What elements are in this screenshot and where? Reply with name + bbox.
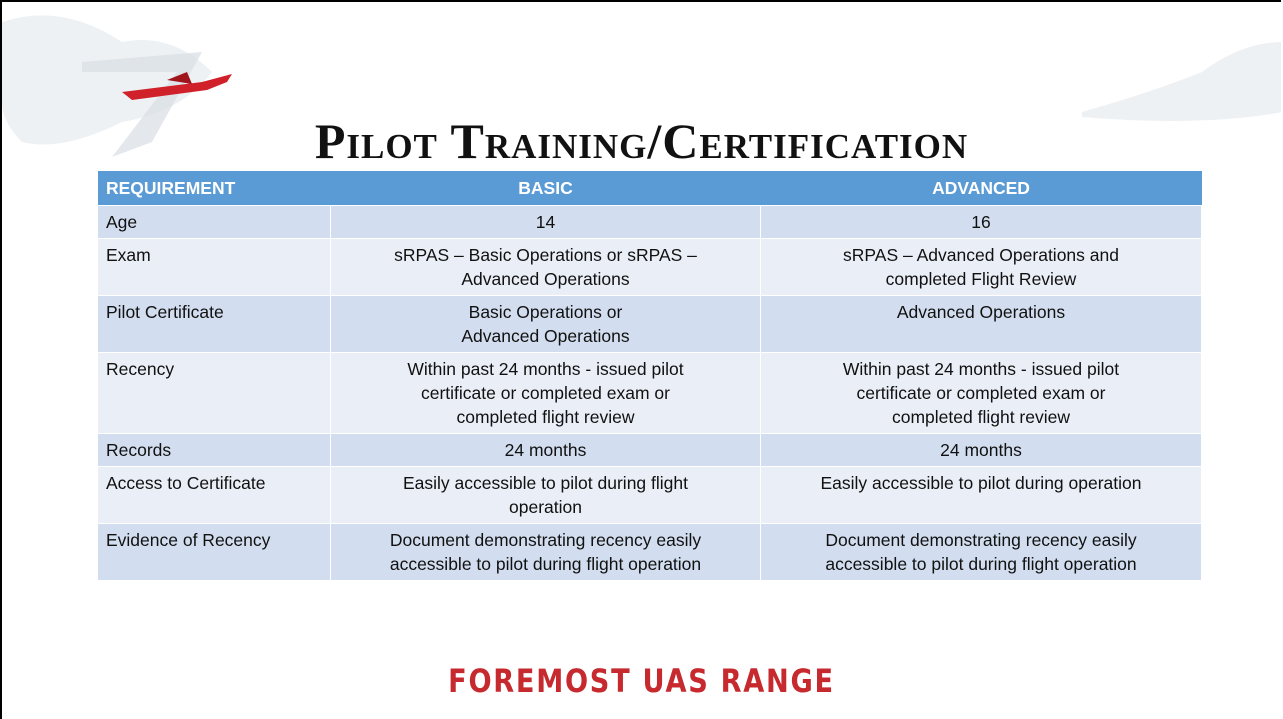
plane (122, 74, 232, 100)
table-cell: Document demonstrating recency easily acc… (330, 523, 761, 580)
title: Pilot Training/Certification (314, 113, 969, 169)
table-cell: 14 (330, 205, 761, 239)
cell-line: Document demonstrating recency easily (825, 530, 1137, 550)
cell-line: sRPAS – Basic Operations or sRPAS – (394, 245, 697, 265)
table-row: Records 24 months 24 months (98, 433, 1202, 467)
cell-line: Evidence of Recency (106, 530, 271, 550)
cell-line: Document demonstrating recency easily (389, 530, 702, 550)
cell-line: accessible to pilot during flight operat… (825, 554, 1137, 574)
cell-line: 24 months (940, 440, 1022, 460)
header-cell: BASIC (330, 171, 761, 206)
table-row: Recency Within past 24 months - issued pi… (98, 352, 1202, 434)
table-cell: Within past 24 months - issued pilot cert… (330, 352, 761, 434)
table-cell: Records (98, 433, 331, 467)
cell-line: Pilot Certificate (106, 302, 224, 322)
table-body: Age 14 16 Exam sRPAS – Basic Operations or s… (98, 205, 1202, 580)
cell-line: sRPAS – Advanced Operations and (843, 245, 1119, 265)
table-row: Pilot Certificate Basic Operations or Adva… (98, 295, 1202, 353)
cell-line: 24 months (504, 440, 587, 460)
plane-wing (167, 72, 192, 84)
cell-line: Recency (106, 359, 175, 379)
logo-text: FOREMOST UAS RANGE (448, 662, 835, 700)
cell-line: completed Flight Review (885, 269, 1077, 289)
cell-line: completed flight review (456, 407, 635, 427)
table-row: Evidence of Recency Document demonstratin… (98, 523, 1202, 580)
cell-line: Within past 24 months - issued pilot (842, 359, 1120, 379)
table-row: Access to Certificate Easily accessible t… (98, 466, 1202, 524)
table-cell: Easily accessible to pilot during flight… (330, 466, 761, 524)
cell-line: 14 (535, 212, 556, 232)
swoosh (82, 52, 202, 157)
cell-line: Basic Operations or (468, 302, 623, 322)
cell-line: Records (106, 440, 172, 460)
header-row: REQUIREMENT BASIC ADVANCED (98, 171, 1202, 206)
table-cell: Recency (98, 352, 331, 434)
table-cell: Document demonstrating recency easily acc… (760, 523, 1202, 580)
decoration (2, 15, 1281, 157)
cell-line: Easily accessible to pilot during operat… (820, 473, 1142, 493)
cell-line: Exam (106, 245, 151, 265)
table-cell: 16 (760, 205, 1202, 239)
cloud (1082, 42, 1281, 122)
table-row: Age 14 16 (98, 205, 1202, 239)
cell-line: Advanced Operations (896, 302, 1066, 322)
table-cell: sRPAS – Basic Operations or sRPAS – Advan… (330, 238, 761, 296)
table-cell: Evidence of Recency (98, 523, 331, 580)
table-cell: sRPAS – Advanced Operations and completed… (760, 238, 1202, 296)
cell-line: Access to Certificate (106, 473, 266, 493)
cell-line: Age (106, 212, 138, 232)
table: REQUIREMENT BASIC ADVANCED Age 14 16 Exam sRPA… (98, 171, 1202, 580)
table-cell: Age (98, 205, 331, 239)
header-cell: ADVANCED (760, 171, 1202, 206)
table-cell: Within past 24 months - issued pilot cert… (760, 352, 1202, 434)
header-cell: REQUIREMENT (98, 171, 331, 206)
table-cell: 24 months (760, 433, 1202, 467)
cell-line: certificate or completed exam or (421, 383, 670, 403)
table-cell: Pilot Certificate (98, 295, 331, 353)
cell-line: Within past 24 months - issued pilot (407, 359, 684, 379)
table-cell: Advanced Operations (760, 295, 1202, 353)
cell-line: certificate or completed exam or (856, 383, 1106, 403)
cloud (2, 15, 212, 145)
table-row: Exam sRPAS – Basic Operations or sRPAS – A… (98, 238, 1202, 296)
cell-line: operation (509, 497, 582, 517)
cell-line: Advanced Operations (461, 326, 630, 346)
table-cell: Easily accessible to pilot during operat… (760, 466, 1202, 524)
cell-line: accessible to pilot during flight operat… (389, 554, 702, 574)
table-cell: Basic Operations or Advanced Operations (330, 295, 761, 353)
table-cell: Access to Certificate (98, 466, 331, 524)
table-cell: Exam (98, 238, 331, 296)
cell-line: Advanced Operations (461, 269, 630, 289)
cell-line: 16 (971, 212, 991, 232)
cell-line: completed flight review (892, 407, 1070, 427)
table-cell: 24 months (330, 433, 761, 467)
cell-line: Easily accessible to pilot during flight (402, 473, 688, 493)
